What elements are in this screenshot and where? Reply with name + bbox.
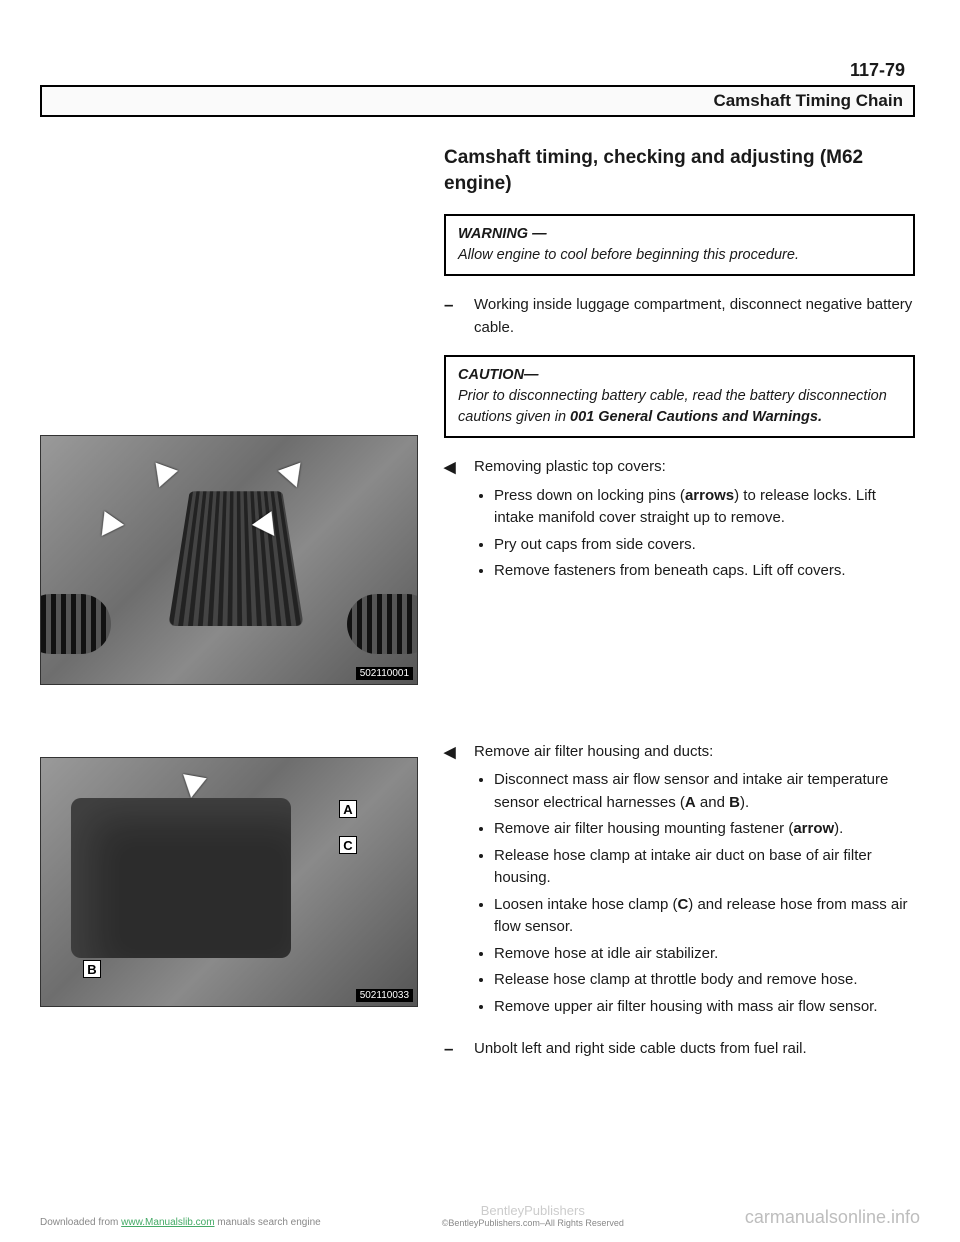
step-bullets: Press down on locking pins (arrows) to r… <box>474 485 915 583</box>
dash-marker-icon <box>444 1038 460 1061</box>
warning-box: WARNING — Allow engine to cool before be… <box>444 214 915 276</box>
arrow-icon <box>92 511 124 543</box>
list-item: Loosen intake hose clamp (C) and release… <box>494 894 915 939</box>
warning-text: Allow engine to cool before beginning th… <box>458 247 799 263</box>
list-item: Press down on locking pins (arrows) to r… <box>494 485 915 530</box>
caution-box: CAUTION— Prior to disconnecting battery … <box>444 355 915 438</box>
step-lead: Removing plastic top covers: <box>474 456 915 479</box>
list-item: Pry out caps from side covers. <box>494 534 915 557</box>
arrow-icon <box>179 774 206 800</box>
content-columns: 502110001 A B C 502110033 Camshaft timin… <box>40 145 915 1079</box>
figure-air-filter: A B C 502110033 <box>40 757 418 1007</box>
step-lead: Remove air filter housing and ducts: <box>474 741 915 764</box>
procedure-title: Camshaft timing, checking and adjusting … <box>444 145 915 196</box>
right-column: Camshaft timing, checking and adjusting … <box>444 145 915 1079</box>
arrow-icon <box>278 463 308 492</box>
list-item: Release hose clamp at throttle body and … <box>494 969 915 992</box>
manual-page: 117-79 Camshaft Timing Chain 502110001 A… <box>0 0 960 1242</box>
list-item: Release hose clamp at intake air duct on… <box>494 845 915 890</box>
footer-center: BentleyPublishers ©BentleyPublishers.com… <box>321 1203 745 1228</box>
list-item: Remove air filter housing mounting faste… <box>494 818 915 841</box>
section-header: Camshaft Timing Chain <box>40 85 915 117</box>
figure-engine-covers: 502110001 <box>40 435 418 685</box>
page-footer: Downloaded from www.Manualslib.com manua… <box>0 1203 960 1228</box>
step-unbolt-ducts: Unbolt left and right side cable ducts f… <box>444 1038 915 1061</box>
triangle-marker-icon <box>444 456 460 587</box>
warning-label: WARNING — <box>458 226 547 242</box>
step-disconnect-battery: Working inside luggage compartment, disc… <box>444 294 915 339</box>
dash-marker-icon <box>444 294 460 339</box>
step-remove-air-filter: Remove air filter housing and ducts: Dis… <box>444 741 915 1023</box>
caution-label: CAUTION— <box>458 367 539 383</box>
step-text: Unbolt left and right side cable ducts f… <box>474 1038 807 1061</box>
arrow-icon <box>148 463 178 492</box>
figure-id: 502110033 <box>356 989 413 1002</box>
caution-text: Prior to disconnecting battery cable, re… <box>458 388 887 425</box>
figure-id: 502110001 <box>356 667 413 680</box>
list-item: Disconnect mass air flow sensor and inta… <box>494 769 915 814</box>
step-remove-covers: Removing plastic top covers: Press down … <box>444 456 915 587</box>
step-bullets: Disconnect mass air flow sensor and inta… <box>474 769 915 1018</box>
triangle-marker-icon <box>444 741 460 1023</box>
list-item: Remove fasteners from beneath caps. Lift… <box>494 560 915 583</box>
callout-label-b: B <box>83 960 101 978</box>
footer-left: Downloaded from www.Manualslib.com manua… <box>40 1217 321 1228</box>
step-text: Working inside luggage compartment, disc… <box>474 294 915 339</box>
callout-label-c: C <box>339 836 357 854</box>
list-item: Remove upper air filter housing with mas… <box>494 996 915 1019</box>
manualslib-link[interactable]: www.Manualslib.com <box>121 1217 214 1228</box>
page-number: 117-79 <box>40 60 915 81</box>
left-column: 502110001 A B C 502110033 <box>40 145 420 1079</box>
callout-label-a: A <box>339 800 357 818</box>
footer-watermark: carmanualsonline.info <box>745 1207 920 1228</box>
list-item: Remove hose at idle air stabilizer. <box>494 943 915 966</box>
